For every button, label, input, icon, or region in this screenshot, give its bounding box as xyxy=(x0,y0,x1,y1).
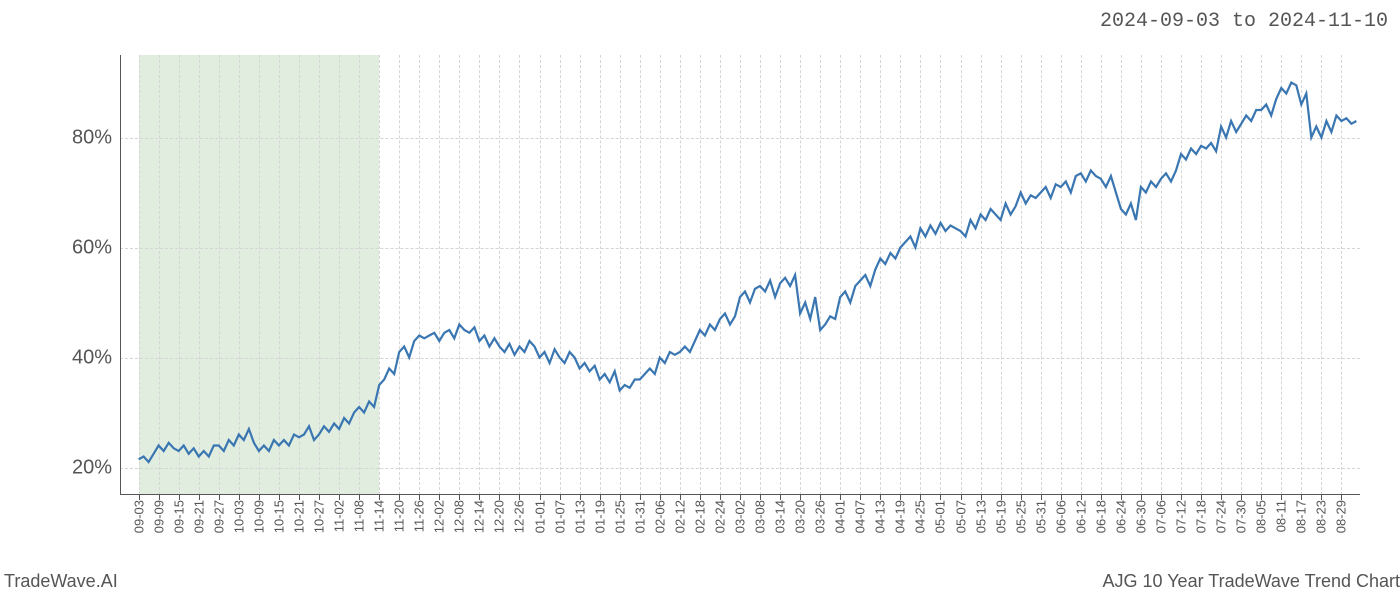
x-tick-label: 10-03 xyxy=(231,500,246,533)
x-tick-label: 08-11 xyxy=(1274,500,1289,532)
x-tick-label: 12-14 xyxy=(472,500,487,533)
x-tick-label: 03-02 xyxy=(733,500,748,533)
x-tick-label: 03-08 xyxy=(753,500,768,533)
x-tick-label: 09-21 xyxy=(191,500,206,533)
x-tick-label: 02-18 xyxy=(692,500,707,533)
x-tick-label: 05-31 xyxy=(1033,500,1048,533)
x-tick-label: 05-07 xyxy=(953,500,968,533)
x-tick-label: 04-25 xyxy=(913,500,928,533)
x-tick-label: 11-14 xyxy=(372,500,387,532)
x-tick-label: 06-12 xyxy=(1073,500,1088,533)
x-tick-label: 03-26 xyxy=(813,500,828,533)
line-chart-svg xyxy=(120,55,1360,495)
chart-container: 2024-09-03 to 2024-11-10 20% 40% 60% 80% 09… xyxy=(0,0,1400,600)
x-tick-label: 11-08 xyxy=(352,500,367,532)
y-tick-label: 20% xyxy=(32,456,112,479)
trend-line xyxy=(139,83,1357,463)
x-tick-label: 11-20 xyxy=(392,500,407,532)
chart-plot-area xyxy=(120,55,1360,495)
y-tick-label: 80% xyxy=(32,126,112,149)
x-tick-label: 07-18 xyxy=(1194,500,1209,533)
axis-border-left xyxy=(120,55,121,495)
x-tick-label: 01-01 xyxy=(532,500,547,533)
x-tick-label: 07-30 xyxy=(1234,500,1249,533)
x-tick-label: 02-06 xyxy=(652,500,667,533)
x-tick-label: 09-03 xyxy=(131,500,146,533)
x-tick-label: 12-26 xyxy=(512,500,527,533)
x-tick-label: 06-06 xyxy=(1053,500,1068,533)
x-tick-label: 07-06 xyxy=(1153,500,1168,533)
y-tick-label: 60% xyxy=(32,236,112,259)
footer-chart-title: AJG 10 Year TradeWave Trend Chart xyxy=(1103,571,1400,592)
x-tick-label: 05-13 xyxy=(973,500,988,533)
x-tick-label: 10-15 xyxy=(271,500,286,533)
x-tick-label: 01-07 xyxy=(552,500,567,533)
x-tick-label: 06-18 xyxy=(1093,500,1108,533)
x-tick-label: 10-09 xyxy=(251,500,266,533)
x-tick-label: 08-23 xyxy=(1314,500,1329,533)
x-tick-label: 09-27 xyxy=(211,500,226,533)
x-tick-label: 02-12 xyxy=(672,500,687,533)
x-tick-label: 07-24 xyxy=(1214,500,1229,533)
x-tick-label: 10-27 xyxy=(312,500,327,533)
x-tick-label: 04-01 xyxy=(833,500,848,533)
x-tick-label: 01-19 xyxy=(592,500,607,533)
x-tick-label: 03-20 xyxy=(793,500,808,533)
x-tick-label: 04-13 xyxy=(873,500,888,533)
x-tick-label: 04-19 xyxy=(893,500,908,533)
x-tick-label: 01-25 xyxy=(612,500,627,533)
x-tick-label: 03-14 xyxy=(773,500,788,533)
x-tick-label: 07-12 xyxy=(1174,500,1189,533)
x-tick-label: 01-13 xyxy=(572,500,587,533)
x-tick-label: 09-09 xyxy=(151,500,166,533)
x-tick-label: 11-02 xyxy=(332,500,347,532)
x-tick-label: 12-08 xyxy=(452,500,467,533)
x-tick-label: 04-07 xyxy=(853,500,868,533)
x-tick-label: 10-21 xyxy=(291,500,306,533)
x-tick-label: 08-05 xyxy=(1254,500,1269,533)
y-tick-label: 40% xyxy=(32,346,112,369)
x-tick-label: 08-29 xyxy=(1334,500,1349,533)
footer-brand: TradeWave.AI xyxy=(4,571,118,592)
x-tick-label: 11-26 xyxy=(412,500,427,532)
x-tick-label: 02-24 xyxy=(712,500,727,533)
x-tick-label: 09-15 xyxy=(171,500,186,533)
x-tick-label: 12-20 xyxy=(492,500,507,533)
x-tick-label: 08-17 xyxy=(1294,500,1309,533)
x-tick-label: 05-25 xyxy=(1013,500,1028,533)
x-tick-label: 01-31 xyxy=(632,500,647,533)
x-tick-label: 12-02 xyxy=(432,500,447,533)
date-range-label: 2024-09-03 to 2024-11-10 xyxy=(1100,10,1388,33)
x-tick-label: 05-01 xyxy=(933,500,948,533)
x-tick-label: 06-30 xyxy=(1133,500,1148,533)
x-tick-label: 06-24 xyxy=(1113,500,1128,533)
x-tick-label: 05-19 xyxy=(993,500,1008,533)
